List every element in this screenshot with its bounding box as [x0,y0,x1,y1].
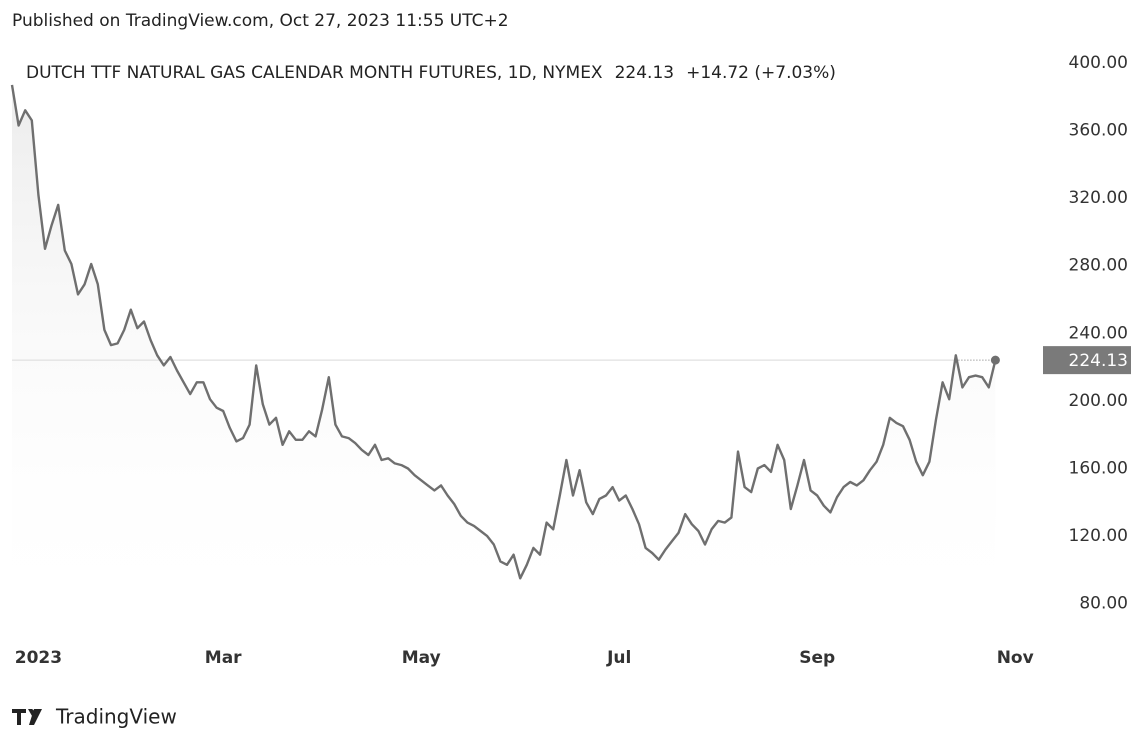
y-tick-label: 280.00 [1069,256,1128,276]
y-tick-label: 360.00 [1069,121,1128,141]
y-tick-label: 160.00 [1069,458,1128,478]
y-tick-label: 240.00 [1069,323,1128,343]
footer-brand: TradingView [55,705,177,729]
y-tick-label: 120.00 [1069,526,1128,546]
published-note: Published on TradingView.com, Oct 27, 20… [12,11,509,31]
last-point [990,355,1000,365]
last-price-label: 224.13 [1069,351,1128,371]
price-line [10,84,997,580]
y-tick-label: 80.00 [1079,594,1128,614]
chart-title: DUTCH TTF NATURAL GAS CALENDAR MONTH FUT… [26,63,836,83]
last-price: 224.13 [615,63,674,83]
last-price-box [1043,346,1131,375]
x-tick-label: 2023 [15,648,62,668]
area [12,84,996,629]
price-change: +14.72 (+7.03%) [686,63,836,83]
y-tick-label: 200.00 [1069,391,1128,411]
footer-logo [12,709,42,725]
x-tick-label: May [402,648,441,668]
x-tick-label: Sep [799,648,835,668]
title-text: DUTCH TTF NATURAL GAS CALENDAR MONTH FUT… [26,63,603,83]
x-tick-label: Mar [205,648,242,668]
x-tick-label: Jul [606,648,631,668]
y-tick-label: 320.00 [1069,188,1128,208]
x-tick-label: Nov [997,648,1034,668]
y-tick-label: 400.00 [1069,53,1128,73]
